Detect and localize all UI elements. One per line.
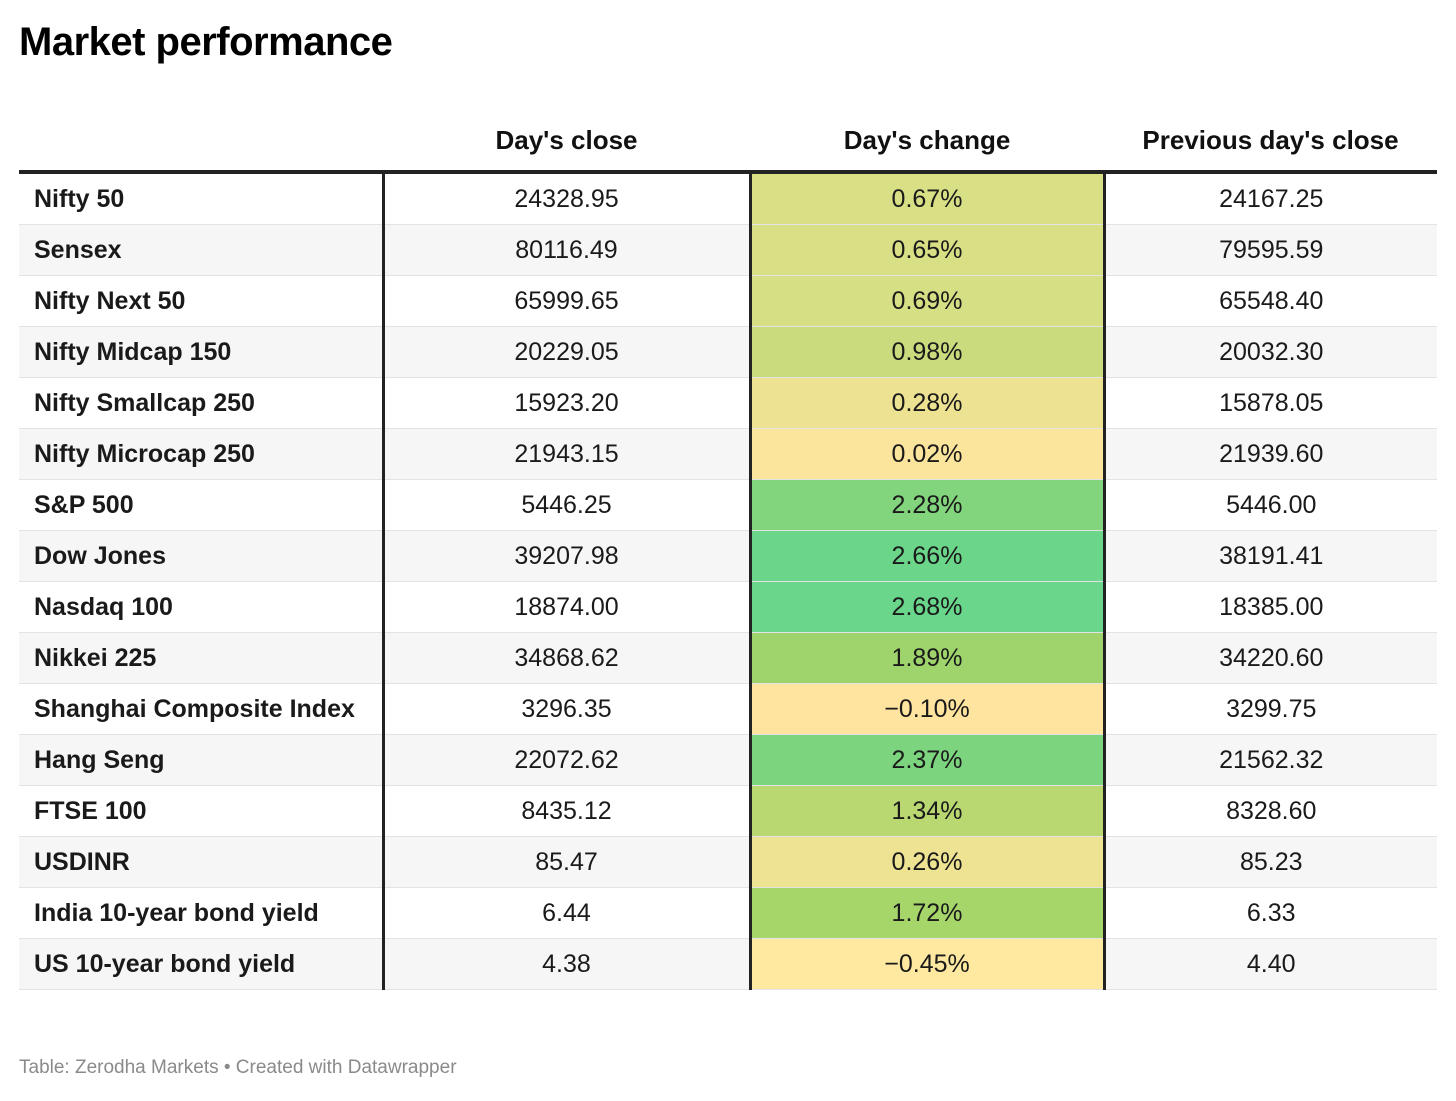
previous-close-cell: 24167.25	[1104, 172, 1437, 225]
days-close-cell: 15923.20	[383, 377, 752, 429]
days-change-cell: 1.34%	[750, 785, 1106, 837]
table-row: Sensex 80116.49 0.65% 79595.59	[19, 224, 1437, 276]
days-change-cell: 2.37%	[750, 734, 1106, 786]
table-row: Nifty Microcap 250 21943.15 0.02% 21939.60	[19, 428, 1437, 480]
column-header-days-close: Day's close	[383, 110, 750, 174]
row-name-cell: Nifty Smallcap 250	[19, 377, 385, 429]
previous-close-cell: 34220.60	[1104, 632, 1437, 684]
header-row: Day's close Day's change Previous day's …	[19, 110, 1437, 174]
row-name-cell: FTSE 100	[19, 785, 385, 837]
days-close-cell: 21943.15	[383, 428, 752, 480]
table-row: FTSE 100 8435.12 1.34% 8328.60	[19, 785, 1437, 837]
table-row: Dow Jones 39207.98 2.66% 38191.41	[19, 530, 1437, 582]
previous-close-cell: 15878.05	[1104, 377, 1437, 429]
days-change-cell: −0.45%	[750, 938, 1106, 990]
days-change-cell: 2.28%	[750, 479, 1106, 531]
days-change-cell: 0.67%	[750, 172, 1106, 225]
market-performance-table: Day's close Day's change Previous day's …	[19, 110, 1437, 990]
row-name-cell: Hang Seng	[19, 734, 385, 786]
row-name-cell: S&P 500	[19, 479, 385, 531]
days-change-cell: 1.89%	[750, 632, 1106, 684]
row-name-cell: USDINR	[19, 836, 385, 888]
row-name-cell: Nifty Next 50	[19, 275, 385, 327]
previous-close-cell: 79595.59	[1104, 224, 1437, 276]
days-change-cell: 2.66%	[750, 530, 1106, 582]
days-change-cell: 1.72%	[750, 887, 1106, 939]
days-change-cell: 0.26%	[750, 836, 1106, 888]
previous-close-cell: 65548.40	[1104, 275, 1437, 327]
previous-close-cell: 4.40	[1104, 938, 1437, 990]
previous-close-cell: 8328.60	[1104, 785, 1437, 837]
days-change-cell: 0.28%	[750, 377, 1106, 429]
days-change-cell: 0.98%	[750, 326, 1106, 378]
days-close-cell: 24328.95	[383, 172, 752, 225]
table-row: Nikkei 225 34868.62 1.89% 34220.60	[19, 632, 1437, 684]
days-close-cell: 34868.62	[383, 632, 752, 684]
days-change-cell: 0.69%	[750, 275, 1106, 327]
days-close-cell: 22072.62	[383, 734, 752, 786]
table-row: Nifty Next 50 65999.65 0.69% 65548.40	[19, 275, 1437, 327]
row-name-cell: Dow Jones	[19, 530, 385, 582]
row-name-cell: US 10-year bond yield	[19, 938, 385, 990]
column-header-days-change: Day's change	[750, 110, 1104, 174]
days-close-cell: 8435.12	[383, 785, 752, 837]
table-row: Nifty Midcap 150 20229.05 0.98% 20032.30	[19, 326, 1437, 378]
previous-close-cell: 20032.30	[1104, 326, 1437, 378]
days-change-cell: 0.02%	[750, 428, 1106, 480]
source-footer: Table: Zerodha Markets • Created with Da…	[19, 1057, 457, 1078]
days-close-cell: 5446.25	[383, 479, 752, 531]
table-row: Nifty Smallcap 250 15923.20 0.28% 15878.05	[19, 377, 1437, 429]
market-table-container: Day's close Day's change Previous day's …	[19, 110, 1437, 990]
previous-close-cell: 5446.00	[1104, 479, 1437, 531]
days-change-cell: −0.10%	[750, 683, 1106, 735]
previous-close-cell: 6.33	[1104, 887, 1437, 939]
row-name-cell: Sensex	[19, 224, 385, 276]
column-header-name	[19, 110, 383, 174]
days-close-cell: 80116.49	[383, 224, 752, 276]
row-name-cell: Shanghai Composite Index	[19, 683, 385, 735]
row-name-cell: India 10-year bond yield	[19, 887, 385, 939]
table-title: Market performance	[19, 20, 393, 64]
table-row: Nifty 50 24328.95 0.67% 24167.25	[19, 172, 1437, 225]
previous-close-cell: 21939.60	[1104, 428, 1437, 480]
days-close-cell: 18874.00	[383, 581, 752, 633]
row-name-cell: Nikkei 225	[19, 632, 385, 684]
days-close-cell: 3296.35	[383, 683, 752, 735]
previous-close-cell: 38191.41	[1104, 530, 1437, 582]
table-body: Nifty 50 24328.95 0.67% 24167.25 Sensex 80116…	[19, 172, 1437, 990]
table-row: Shanghai Composite Index 3296.35 −0.10% 329…	[19, 683, 1437, 735]
table-row: S&P 500 5446.25 2.28% 5446.00	[19, 479, 1437, 531]
table-row: India 10-year bond yield 6.44 1.72% 6.33	[19, 887, 1437, 939]
days-change-cell: 2.68%	[750, 581, 1106, 633]
table-row: Nasdaq 100 18874.00 2.68% 18385.00	[19, 581, 1437, 633]
table-row: USDINR 85.47 0.26% 85.23	[19, 836, 1437, 888]
days-close-cell: 20229.05	[383, 326, 752, 378]
row-name-cell: Nasdaq 100	[19, 581, 385, 633]
previous-close-cell: 18385.00	[1104, 581, 1437, 633]
previous-close-cell: 3299.75	[1104, 683, 1437, 735]
days-close-cell: 85.47	[383, 836, 752, 888]
table-row: US 10-year bond yield 4.38 −0.45% 4.40	[19, 938, 1437, 990]
days-change-cell: 0.65%	[750, 224, 1106, 276]
days-close-cell: 4.38	[383, 938, 752, 990]
days-close-cell: 65999.65	[383, 275, 752, 327]
row-name-cell: Nifty 50	[19, 172, 385, 225]
row-name-cell: Nifty Microcap 250	[19, 428, 385, 480]
previous-close-cell: 85.23	[1104, 836, 1437, 888]
table-row: Hang Seng 22072.62 2.37% 21562.32	[19, 734, 1437, 786]
column-header-previous-close: Previous day's close	[1104, 110, 1437, 174]
days-close-cell: 39207.98	[383, 530, 752, 582]
previous-close-cell: 21562.32	[1104, 734, 1437, 786]
days-close-cell: 6.44	[383, 887, 752, 939]
row-name-cell: Nifty Midcap 150	[19, 326, 385, 378]
